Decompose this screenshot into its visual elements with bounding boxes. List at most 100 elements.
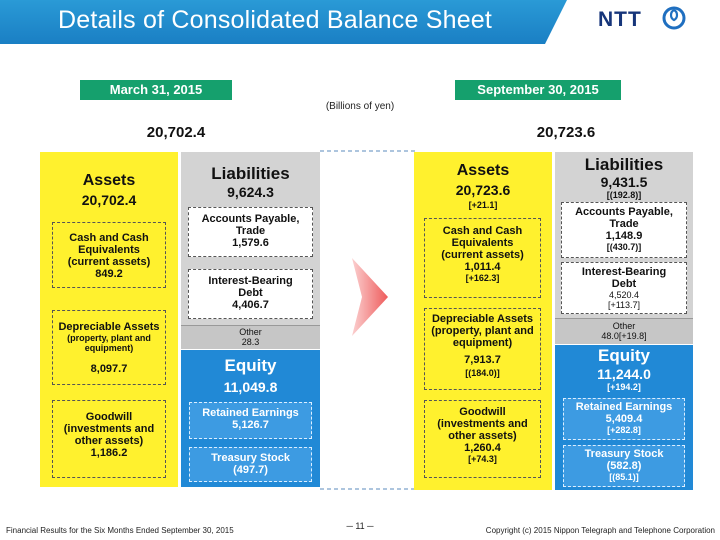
right-liabilities-title: Liabilities (584, 155, 664, 174)
right-depreciable-value: 7,913.7 (464, 354, 501, 366)
left-payable-label-2: Trade (235, 225, 266, 237)
left-cash-label-1: Cash and Cash (69, 232, 149, 244)
right-goodwill-label-1: Goodwill (459, 406, 506, 418)
left-debt-value: 4,406.7 (232, 299, 269, 311)
header-logo-area (545, 0, 720, 44)
left-payable-label-1: Accounts Payable, (201, 213, 300, 225)
right-treasury-value: (582.8) (606, 460, 642, 472)
right-cash-label-2: Equivalents (451, 237, 514, 249)
left-goodwill-label-1: Goodwill (85, 411, 133, 423)
left-goodwill-box: Goodwill (investments and other assets) … (52, 400, 166, 478)
right-assets-value: 20,723.6 (455, 182, 511, 198)
left-depreciable-sub-1: (property, plant and (67, 333, 151, 343)
left-depreciable-sub-2: equipment) (84, 343, 134, 353)
right-cash-label-1: Cash and Cash (442, 225, 523, 237)
right-other-value: 48.0[+19.8] (601, 331, 647, 341)
left-treasury-label: Treasury Stock (211, 452, 290, 464)
right-assets-title: Assets (456, 162, 510, 179)
right-payable-label-1: Accounts Payable, (575, 206, 673, 218)
right-liabilities-change: [(192.8)] (606, 190, 642, 200)
right-other-block: Other 48.0[+19.8] (555, 318, 693, 344)
right-retained-value: 5,409.4 (605, 413, 643, 425)
page-title: Details of Consolidated Balance Sheet (58, 6, 493, 34)
right-equity-change: [+194.2] (607, 382, 641, 392)
left-equity-value: 11,049.8 (223, 379, 278, 395)
right-equity-value: 11,244.0 (597, 366, 651, 382)
left-debt-label-2: Debt (238, 287, 263, 299)
left-other-label: Other (239, 327, 262, 337)
right-depreciable-label-3: equipment) (452, 337, 513, 349)
right-treasury-box: Treasury Stock (582.8) [(85.1)] (563, 445, 685, 487)
right-depreciable-label-1: Depreciable Assets (431, 313, 534, 325)
right-payable-box: Accounts Payable, Trade 1,148.9 [(430.7)… (561, 202, 687, 258)
right-payable-label-2: Trade (609, 218, 639, 230)
right-payable-value: 1,148.9 (605, 230, 643, 242)
right-date-tag: September 30, 2015 (455, 80, 621, 100)
right-goodwill-box: Goodwill (investments and other assets) … (424, 400, 541, 478)
right-total: 20,723.6 (536, 124, 596, 141)
left-debt-box: Interest-Bearing Debt 4,406.7 (188, 269, 313, 319)
left-payable-box: Accounts Payable, Trade 1,579.6 (188, 207, 313, 257)
right-debt-box: Interest-Bearing Debt 4,520.4 [+113.7] (561, 262, 687, 314)
right-assets-change: [+21.1] (468, 200, 498, 210)
left-liabilities-value: 9,624.3 (227, 184, 274, 200)
change-arrow-icon (352, 258, 388, 336)
right-depreciable-change: [(184.0)] (465, 368, 500, 378)
left-cash-label-2: Equivalents (78, 244, 140, 256)
right-other-label: Other (612, 321, 636, 331)
right-depreciable-box: Depreciable Assets (property, plant and … (424, 308, 541, 390)
footer-copyright: Copyright (c) 2015 Nippon Telegraph and … (485, 526, 715, 535)
ntt-logo-text: NTT (598, 8, 642, 31)
left-treasury-value: (497.7) (233, 464, 268, 476)
right-cash-value: 1,011.4 (464, 261, 501, 273)
left-goodwill-value: 1,186.2 (90, 447, 128, 459)
left-cash-box: Cash and Cash Equivalents (current asset… (52, 222, 166, 288)
page-number: ─ 11 ─ (346, 521, 374, 531)
left-assets-value: 20,702.4 (81, 192, 137, 208)
left-equity-title: Equity (224, 356, 277, 375)
right-cash-label-3: (current assets) (441, 249, 524, 261)
left-payable-value: 1,579.6 (232, 237, 269, 249)
right-debt-label-1: Interest-Bearing (581, 266, 667, 278)
right-goodwill-label-3: other assets) (448, 430, 517, 442)
left-retained-box: Retained Earnings 5,126.7 (189, 402, 312, 439)
left-cash-value: 849.2 (95, 268, 123, 280)
right-cash-change: [+162.3] (465, 273, 500, 283)
connector-lines (320, 150, 415, 490)
units-label: (Billions of yen) (325, 101, 395, 112)
right-debt-label-2: Debt (611, 278, 637, 290)
left-goodwill-label-3: other assets) (74, 435, 144, 447)
footer-report-title: Financial Results for the Six Months End… (6, 526, 234, 535)
left-retained-value: 5,126.7 (232, 419, 269, 431)
right-treasury-label: Treasury Stock (584, 448, 664, 460)
right-retained-label: Retained Earnings (575, 401, 673, 413)
left-depreciable-value: 8,097.7 (90, 363, 128, 375)
right-retained-change: [+282.8] (607, 425, 641, 435)
right-payable-change: [(430.7)] (606, 242, 642, 252)
left-goodwill-label-2: (investments and (63, 423, 155, 435)
left-treasury-box: Treasury Stock (497.7) (189, 447, 312, 482)
right-liabilities-value: 9,431.5 (600, 174, 648, 190)
left-cash-label-3: (current assets) (67, 256, 151, 268)
right-goodwill-change: [+74.3] (468, 454, 497, 464)
right-goodwill-value: 1,260.4 (464, 442, 501, 454)
right-goodwill-label-2: (investments and (437, 418, 528, 430)
left-date-tag: March 31, 2015 (80, 80, 232, 100)
left-liabilities-title: Liabilities (211, 164, 290, 183)
ntt-logo-icon (662, 6, 686, 30)
left-depreciable-box: Depreciable Assets (property, plant and … (52, 310, 166, 385)
right-debt-value: 4,520.4 (608, 290, 640, 300)
right-retained-box: Retained Earnings 5,409.4 [+282.8] (563, 398, 685, 440)
right-treasury-change: [(85.1)] (609, 472, 639, 482)
left-assets-title: Assets (82, 172, 136, 189)
left-depreciable-label: Depreciable Assets (58, 321, 160, 333)
left-debt-label-1: Interest-Bearing (208, 275, 293, 287)
right-debt-change: [+113.7] (607, 300, 641, 310)
left-retained-label: Retained Earnings (202, 407, 299, 419)
left-total: 20,702.4 (146, 124, 206, 141)
right-depreciable-label-2: (property, plant and (431, 325, 534, 337)
right-cash-box: Cash and Cash Equivalents (current asset… (424, 218, 541, 298)
left-other-value: 28.3 (241, 337, 260, 347)
left-other-block: Other 28.3 (181, 325, 320, 349)
right-equity-title: Equity (598, 346, 650, 365)
